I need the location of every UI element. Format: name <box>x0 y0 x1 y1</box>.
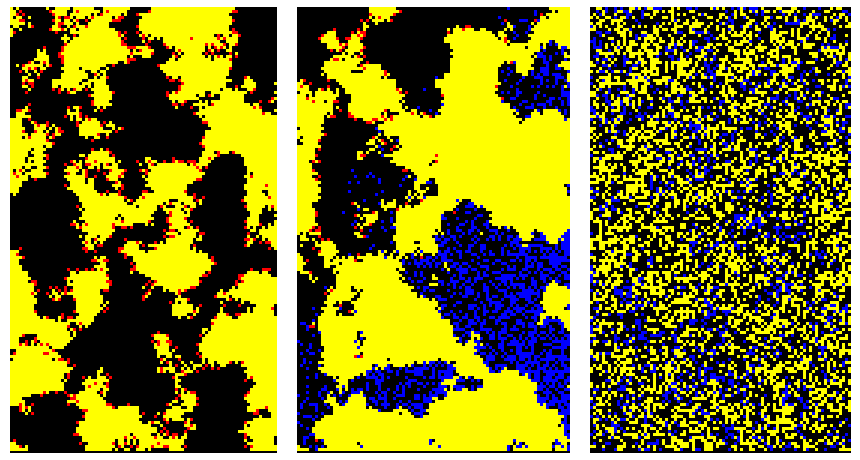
cells <box>297 7 570 451</box>
cells <box>10 7 277 451</box>
cells <box>590 7 851 451</box>
cells <box>590 7 851 451</box>
cells <box>297 7 570 451</box>
